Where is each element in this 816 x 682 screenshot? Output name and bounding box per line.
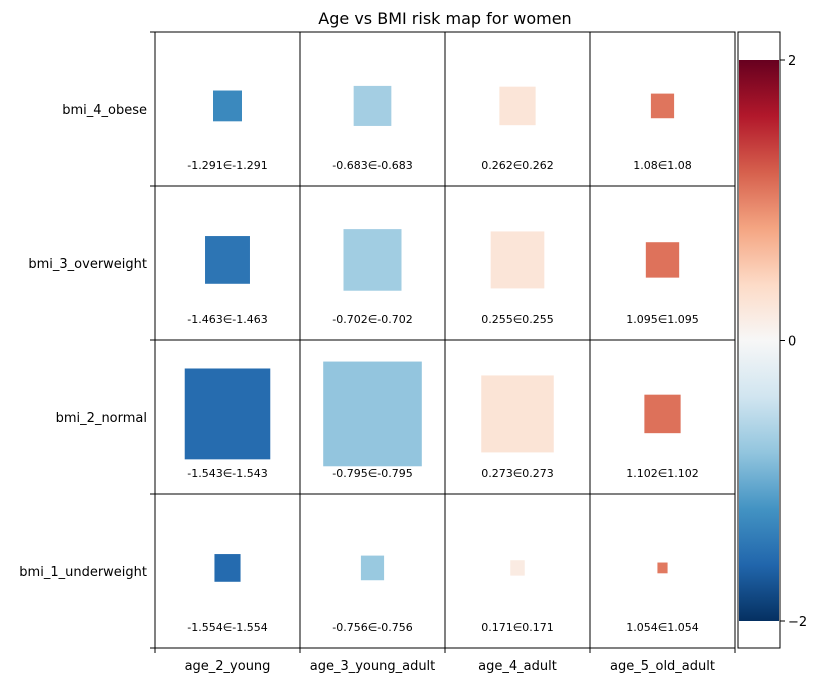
cell-value-label: -0.795∈-0.795 xyxy=(332,467,413,480)
cell-value-label: 0.255∈0.255 xyxy=(481,313,554,326)
colorbar-tick-label: 0 xyxy=(788,335,796,350)
heatmap-cell-square xyxy=(510,560,525,576)
cell-value-label: 1.054∈1.054 xyxy=(626,621,699,634)
colorbar-gradient xyxy=(739,60,779,621)
cell-value-label: -1.291∈-1.291 xyxy=(187,159,268,172)
cell-value-label: -0.702∈-0.702 xyxy=(332,313,413,326)
heatmap-cell-square xyxy=(650,93,675,119)
cell-value-label: 1.102∈1.102 xyxy=(626,467,699,480)
colorbar-tick-label: −2 xyxy=(788,615,807,630)
y-tick-label: bmi_2_normal xyxy=(56,411,147,426)
cell-value-label: -1.543∈-1.543 xyxy=(187,467,268,480)
heatmap-cell-square xyxy=(214,554,241,582)
cell-value-label: 1.08∈1.08 xyxy=(633,159,692,172)
y-tick-label: bmi_1_underweight xyxy=(19,565,147,580)
heatmap-cell-square xyxy=(657,562,668,574)
heatmap-cell-square xyxy=(184,368,271,460)
heatmap-cell-square xyxy=(323,361,422,467)
heatmap-cell-square xyxy=(343,229,402,291)
x-tick-label: age_5_old_adult xyxy=(610,659,715,674)
colorbar-tick-label: 2 xyxy=(788,54,796,69)
heatmap-cell-square xyxy=(213,90,242,122)
y-axis: bmi_4_obese bmi_3_overweight bmi_2_normalb… xyxy=(19,31,155,649)
cell-value-label: 0.171∈0.171 xyxy=(481,621,554,634)
x-tick-label: age_4_adult xyxy=(478,659,557,674)
heatmap-cell-square xyxy=(645,242,680,278)
x-tick-label: age_2_young xyxy=(185,659,271,674)
chart-title: Age vs BMI risk map for women xyxy=(318,9,571,28)
cell-value-label: 1.095∈1.095 xyxy=(626,313,699,326)
heatmap-cell-square xyxy=(499,86,536,126)
heatmap-cell-square xyxy=(205,236,250,284)
heatmap-cell-square xyxy=(644,394,681,434)
cell-value-label: -0.683∈-0.683 xyxy=(332,159,413,172)
colorbar: 2 0 −2 xyxy=(737,31,807,649)
heatmap-cells: -1.291∈-1.291 -0.683∈-0.683 0.262∈0.262 1.0… xyxy=(184,85,699,634)
heatmap-cell-square xyxy=(490,231,545,289)
heatmap-cell-square xyxy=(360,555,385,581)
x-tick-label: age_3_young_adult xyxy=(310,659,436,674)
cell-value-label: 0.262∈0.262 xyxy=(481,159,554,172)
y-tick-label: bmi_4_obese xyxy=(62,103,147,118)
heatmap-cell-square xyxy=(353,85,392,126)
y-tick-label: bmi_3_overweight xyxy=(28,257,147,272)
cell-value-label: -0.756∈-0.756 xyxy=(332,621,413,634)
cell-value-label: -1.463∈-1.463 xyxy=(187,313,268,326)
x-axis: age_2_young age_3_young_adult age_4_adult a… xyxy=(154,648,736,674)
cell-value-label: -1.554∈-1.554 xyxy=(187,621,268,634)
heatmap-cell-square xyxy=(481,375,554,453)
heatmap-grid xyxy=(154,31,736,649)
cell-value-label: 0.273∈0.273 xyxy=(481,467,554,480)
